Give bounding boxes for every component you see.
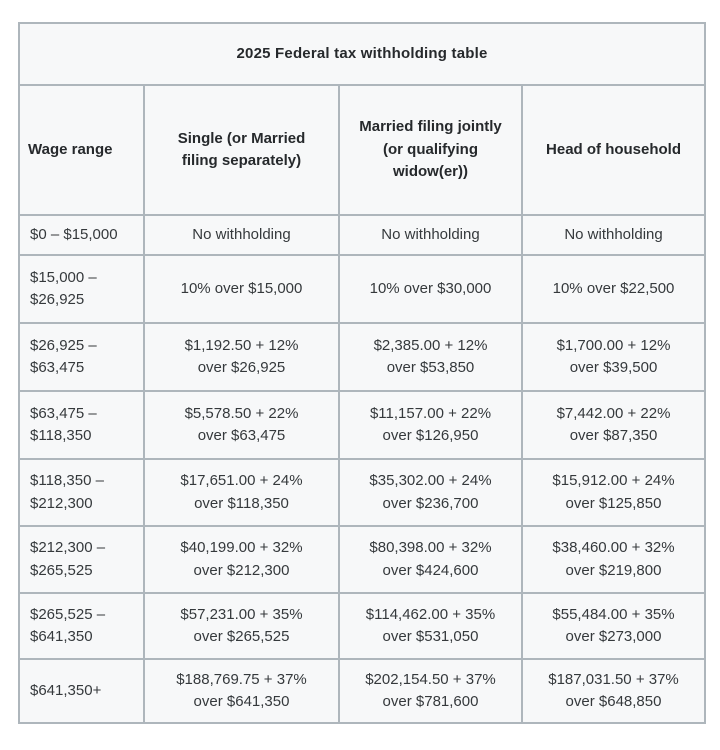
married-jointly-cell: $11,157.00 + 22% over $126,950 [338, 390, 523, 460]
table-row: $26,925 – $63,475 $1,192.50 + 12% over $… [18, 322, 707, 392]
single-cell: $57,231.00 + 35% over $265,525 [143, 592, 340, 660]
married-jointly-cell: No withholding [338, 214, 523, 256]
wage-range-cell: $212,300 – $265,525 [18, 525, 145, 594]
head-of-household-cell: $38,460.00 + 32% over $219,800 [520, 525, 707, 594]
head-of-household-cell: 10% over $22,500 [520, 254, 707, 324]
table-row: $265,525 – $641,350 $57,231.00 + 35% ove… [18, 592, 707, 660]
single-cell: $188,769.75 + 37% over $641,350 [143, 658, 340, 724]
head-of-household-cell: $15,912.00 + 24% over $125,850 [520, 458, 707, 527]
title-row: 2025 Federal tax withholding table [17, 22, 707, 86]
single-cell: $1,192.50 + 12% over $26,925 [143, 322, 340, 392]
wage-range-cell: $26,925 – $63,475 [18, 322, 145, 392]
column-header-wage-range: Wage range [18, 84, 145, 216]
married-jointly-cell: $80,398.00 + 32% over $424,600 [338, 525, 523, 594]
wage-range-cell: $641,350+ [18, 658, 145, 724]
wage-range-cell: $0 – $15,000 [18, 214, 145, 256]
head-of-household-cell: $55,484.00 + 35% over $273,000 [520, 592, 707, 660]
column-header-head-of-household: Head of household [520, 84, 707, 216]
head-of-household-cell: No withholding [520, 214, 707, 256]
table-title: 2025 Federal tax withholding table [17, 22, 707, 86]
single-cell: 10% over $15,000 [143, 254, 340, 324]
wage-range-cell: $63,475 – $118,350 [18, 390, 145, 460]
head-of-household-cell: $187,031.50 + 37% over $648,850 [520, 658, 707, 724]
married-jointly-cell: $35,302.00 + 24% over $236,700 [338, 458, 523, 527]
head-of-household-cell: $7,442.00 + 22% over $87,350 [520, 390, 707, 460]
wage-range-cell: $15,000 – $26,925 [18, 254, 145, 324]
table-row: $212,300 – $265,525 $40,199.00 + 32% ove… [18, 525, 707, 594]
single-cell: $5,578.50 + 22% over $63,475 [143, 390, 340, 460]
table-row: $15,000 – $26,925 10% over $15,000 10% o… [18, 254, 707, 324]
married-jointly-cell: 10% over $30,000 [338, 254, 523, 324]
table-row: $0 – $15,000 No withholding No withholdi… [18, 214, 707, 256]
header-row: Wage range Single (or Married filing sep… [18, 84, 707, 216]
married-jointly-cell: $114,462.00 + 35% over $531,050 [338, 592, 523, 660]
tax-withholding-table: 2025 Federal tax withholding table Wage … [17, 22, 707, 724]
wage-range-cell: $118,350 – $212,300 [18, 458, 145, 527]
head-of-household-cell: $1,700.00 + 12% over $39,500 [520, 322, 707, 392]
single-cell: $40,199.00 + 32% over $212,300 [143, 525, 340, 594]
married-jointly-cell: $202,154.50 + 37% over $781,600 [338, 658, 523, 724]
married-jointly-cell: $2,385.00 + 12% over $53,850 [338, 322, 523, 392]
column-header-married-jointly: Married filing jointly (or qualifying wi… [338, 84, 523, 216]
table-row: $118,350 – $212,300 $17,651.00 + 24% ove… [18, 458, 707, 527]
single-cell: $17,651.00 + 24% over $118,350 [143, 458, 340, 527]
wage-range-cell: $265,525 – $641,350 [18, 592, 145, 660]
table-row: $63,475 – $118,350 $5,578.50 + 22% over … [18, 390, 707, 460]
column-header-single: Single (or Married filing separately) [143, 84, 340, 216]
single-cell: No withholding [143, 214, 340, 256]
table-row: $641,350+ $188,769.75 + 37% over $641,35… [18, 658, 707, 724]
